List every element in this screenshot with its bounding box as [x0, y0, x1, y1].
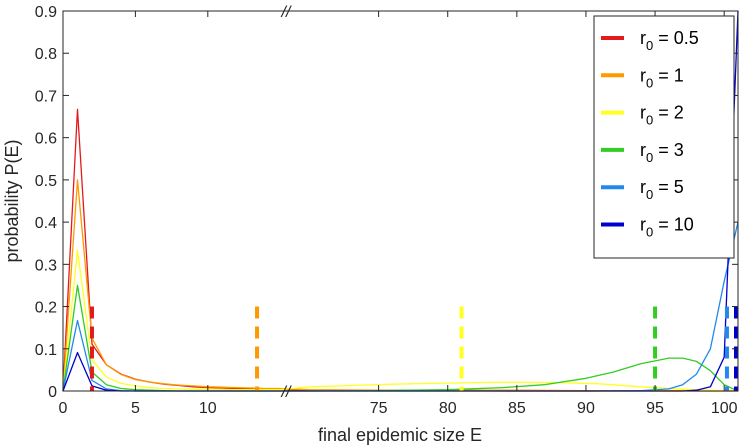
legend-label-4: r0 = 5 [640, 177, 684, 202]
y-tick-label-4: 0.4 [35, 215, 57, 232]
y-tick-label-6: 0.6 [35, 131, 57, 148]
y-tick-label-0: 0 [48, 384, 57, 401]
y-tick-label-2: 0.2 [35, 300, 57, 317]
legend-label-3: r0 = 3 [640, 140, 684, 165]
x-tick-label-2: 10 [199, 400, 217, 417]
legend: r0 = 0.5 r0 = 1 r0 = 2 r0 = 3 r0 = 5 r0 = 10 [593, 15, 735, 259]
axis-break-top: // [281, 4, 292, 21]
legend-box [593, 15, 735, 259]
x-tick-label-6: 90 [577, 400, 595, 417]
series-line-1 [62, 179, 738, 392]
x-tick-label-0: 0 [59, 400, 68, 417]
y-tick-label-8: 0.8 [35, 46, 57, 63]
x-axis-label: final epidemic size E [318, 425, 482, 445]
legend-label-5: r0 = 10 [640, 215, 694, 240]
x-tick-label-8: 100 [711, 400, 738, 417]
plot-frame [62, 10, 739, 392]
axis-break-layer: // // [281, 4, 292, 401]
x-tick-label-5: 85 [508, 400, 526, 417]
x-tick-label-1: 5 [131, 400, 140, 417]
axis-break-bottom: // [281, 384, 292, 401]
y-tick-label-3: 0.3 [35, 257, 57, 274]
y-tick-label-1: 0.1 [35, 342, 57, 359]
axes-layer: 0 0.1 0.2 0.3 0.4 0.5 0.6 0.7 0.8 0.9 0 5 10 75 80 85 90… [35, 4, 738, 417]
legend-label-0: r0 = 0.5 [640, 28, 699, 53]
y-tick-label-7: 0.7 [35, 88, 57, 105]
y-axis-label: probability P(E) [2, 139, 22, 262]
x-tick-label-4: 80 [439, 400, 457, 417]
legend-label-1: r0 = 1 [640, 65, 684, 90]
legend-label-2: r0 = 2 [640, 103, 684, 128]
y-tick-label-9: 0.9 [35, 4, 57, 21]
x-tick-label-7: 95 [646, 400, 664, 417]
x-tick-label-3: 75 [370, 400, 388, 417]
y-tick-label-5: 0.5 [35, 173, 57, 190]
